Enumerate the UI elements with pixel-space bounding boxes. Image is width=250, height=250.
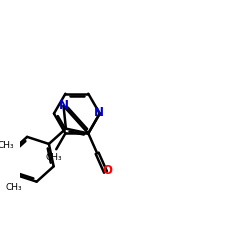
Text: N: N [58,99,68,112]
Text: O: O [103,164,113,177]
Text: N: N [94,106,104,119]
Text: CH₃: CH₃ [46,153,62,162]
Text: CH₃: CH₃ [6,183,22,192]
Text: CH₃: CH₃ [0,141,14,150]
